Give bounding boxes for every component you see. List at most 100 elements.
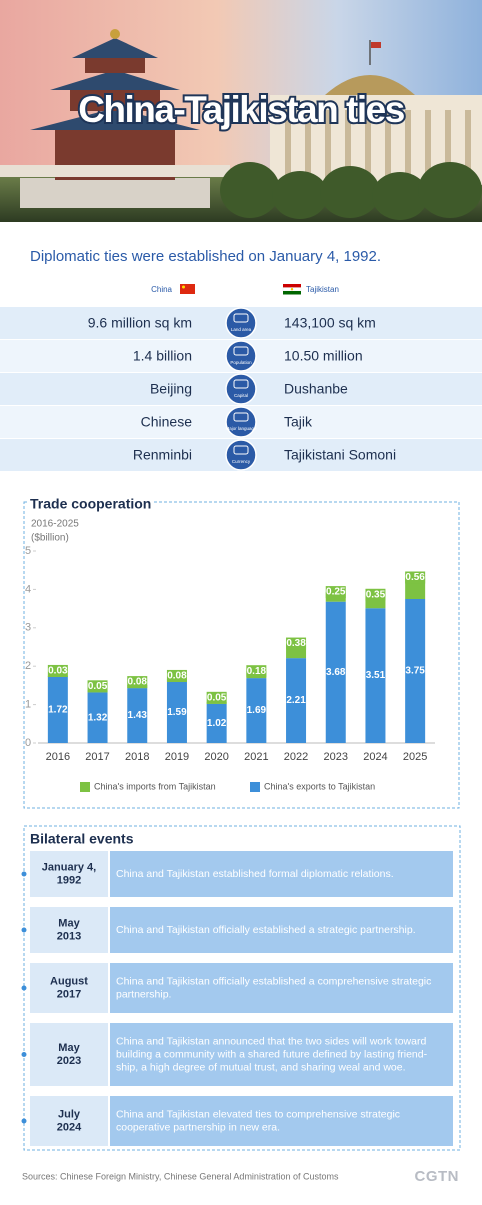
event-date: January 4,	[42, 861, 96, 873]
icon-label: Capital	[234, 393, 248, 398]
legend-label: China's imports from Tajikistan	[94, 781, 216, 791]
text-box	[110, 907, 453, 953]
value-label: 1.59	[167, 707, 187, 718]
china-value: 9.6 million sq km	[88, 315, 192, 331]
y-tick-label: 5	[25, 545, 31, 557]
x-tick-label: 2020	[204, 751, 228, 763]
bar-segment	[365, 608, 386, 743]
tajikistan-value: Dushanbe	[284, 381, 348, 397]
value-label: 3.51	[366, 670, 386, 681]
bar-segment	[87, 692, 108, 743]
text-box	[110, 1096, 453, 1146]
event-text: partnership.	[116, 988, 171, 1000]
timeline-dot	[21, 985, 27, 991]
comparison-table: 9.6 million sq km 143,100 sq km Land area 1…	[0, 307, 482, 471]
icon	[225, 373, 257, 405]
intro-text: Diplomatic ties were established on Janu…	[30, 248, 381, 265]
event-date: 1992	[57, 874, 81, 886]
label-bg	[286, 637, 307, 650]
event-text: ship, a high degree of mutual trust, and…	[116, 1061, 406, 1073]
x-tick-label: 2016	[46, 751, 70, 763]
bar-segment	[166, 681, 187, 743]
label-bg	[325, 586, 346, 599]
logo: CGTN	[415, 1168, 460, 1185]
icon	[225, 439, 257, 471]
label-bg	[405, 571, 426, 584]
event-date: July	[58, 1108, 81, 1120]
x-tick-label: 2022	[284, 751, 308, 763]
chart-title: Trade cooperation	[30, 496, 151, 512]
value-label: 0.05	[207, 692, 227, 703]
chart-frame	[23, 501, 460, 809]
y-tick-label: 1	[25, 699, 31, 711]
value-label: 1.72	[48, 705, 68, 716]
event-text: China and Tajikistan announced that the …	[116, 1035, 426, 1047]
value-label: 1.69	[247, 705, 267, 716]
value-label: 3.75	[405, 666, 425, 677]
value-label: 0.38	[286, 638, 306, 649]
china-flag	[180, 284, 195, 294]
header-image	[0, 0, 482, 222]
china-value: Renminbi	[133, 447, 192, 463]
legend-swatch	[80, 782, 90, 792]
value-label: 0.03	[48, 666, 68, 677]
event-text: China and Tajikistan officially establis…	[116, 924, 416, 936]
value-label: 3.68	[326, 667, 346, 678]
bar-segment	[286, 658, 307, 743]
icon-glyph	[233, 313, 249, 323]
y-tick-label: 0	[25, 737, 31, 749]
china-value: Chinese	[141, 414, 193, 430]
event-date: May	[58, 1042, 80, 1054]
events-title: Bilateral events	[30, 831, 134, 847]
tajikistan-flag	[282, 284, 302, 295]
event-text: China and Tajikistan elevated ties to co…	[116, 1108, 400, 1120]
country-left: China	[151, 285, 172, 294]
bar-segment	[127, 688, 148, 743]
value-label: 0.08	[167, 671, 187, 682]
bar-segment	[206, 703, 227, 743]
value-label: 0.35	[366, 589, 386, 600]
text-box	[110, 1023, 453, 1086]
china-value: 1.4 billion	[133, 348, 192, 364]
event-date: August	[50, 975, 88, 987]
date-box	[30, 963, 108, 1013]
icon-glyph	[233, 346, 249, 356]
y-axis-label: ($billion)	[31, 533, 69, 544]
timeline-dot	[21, 1052, 27, 1057]
date-box	[30, 1096, 108, 1146]
icon	[225, 340, 257, 372]
value-label: 0.05	[88, 681, 108, 692]
tajikistan-value: 143,100 sq km	[284, 315, 376, 331]
page-title: China-Tajikistan ties	[78, 89, 404, 130]
event-date: May	[58, 917, 80, 929]
label-bg	[127, 676, 148, 689]
timeline-dot	[21, 1118, 27, 1124]
icon-label: Land area	[231, 327, 252, 332]
x-tick-label: 2023	[324, 751, 348, 763]
y-tick-label: 3	[25, 622, 31, 634]
y-tick-label: 2	[25, 660, 31, 672]
event-text: China and Tajikistan established formal …	[116, 868, 394, 880]
label-bg	[206, 691, 227, 704]
event-date: 2024	[57, 1121, 82, 1133]
event-date: 2017	[57, 988, 81, 1000]
icon-label: Currency	[232, 459, 251, 464]
legend-label: China's exports to Tajikistan	[264, 781, 375, 791]
value-label: 0.56	[405, 572, 425, 583]
label-bg	[365, 588, 386, 601]
x-tick-label: 2018	[125, 751, 149, 763]
text-box	[110, 963, 453, 1013]
text-box	[110, 851, 453, 897]
value-label: 1.02	[207, 718, 227, 729]
event-text: building a community with a shared futur…	[116, 1048, 428, 1060]
date-box	[30, 1023, 108, 1086]
sources: Sources: Chinese Foreign Ministry, Chine…	[22, 1171, 339, 1181]
icon-label: Major language	[225, 426, 257, 431]
event-text: cooperative partnership in new era.	[116, 1121, 280, 1133]
value-label: 0.18	[247, 666, 267, 677]
x-tick-label: 2019	[165, 751, 189, 763]
label-bg	[87, 680, 108, 693]
y-tick-label: 4	[25, 583, 31, 595]
x-tick-label: 2025	[403, 751, 427, 763]
chart: 0 1 2 3 4 5 2016 1.72 0.03 2017 1.32 0.05 2018 1.43 0.…	[25, 545, 435, 792]
